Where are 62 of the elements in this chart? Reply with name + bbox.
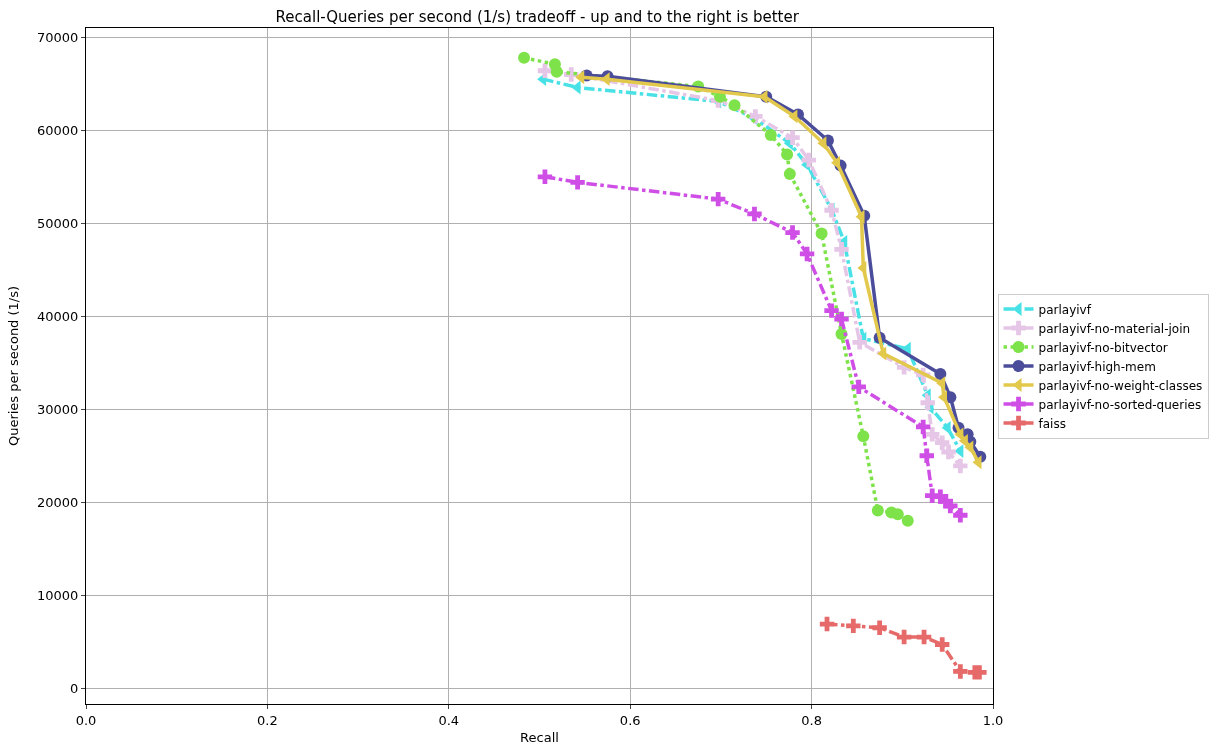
legend-label: parlayivf-no-material-join	[1038, 321, 1191, 336]
x-tick-label: 0.4	[438, 712, 460, 728]
point	[834, 242, 849, 257]
point	[953, 508, 968, 523]
point	[815, 227, 828, 240]
point	[920, 395, 935, 410]
point	[857, 430, 870, 443]
point	[801, 152, 817, 168]
y-tick-label: 60000	[37, 122, 79, 138]
x-tick-label: 0.0	[75, 712, 97, 728]
legend-label: parlayivf	[1038, 302, 1092, 317]
y-tick-label: 50000	[37, 215, 79, 231]
chart-title: Recall-Queries per second (1/s) tradeoff - up and to the right is better	[275, 7, 800, 26]
point	[747, 206, 762, 222]
point	[953, 458, 968, 474]
point	[941, 444, 956, 460]
y-tick-label: 40000	[37, 308, 79, 324]
legend-label: parlayivf-no-bitvector	[1038, 340, 1168, 355]
point	[871, 504, 884, 517]
x-tick-label: 1.0	[982, 712, 1004, 728]
point	[943, 498, 958, 514]
x-tick-label: 0.2	[257, 712, 278, 728]
legend-label: parlayivf-high-mem	[1038, 359, 1156, 374]
x-tick-label: 0.6	[619, 712, 641, 728]
y-tick-label: 0	[70, 680, 79, 696]
point	[785, 225, 800, 240]
point	[972, 665, 987, 680]
legend-label: parlayivf-no-weight-classes	[1038, 378, 1203, 393]
x-tick-label: 0.8	[801, 712, 822, 728]
x-axis-title: Recall	[520, 730, 559, 746]
point	[824, 203, 839, 218]
y-axis-title: Queries per second (1/s)	[5, 285, 21, 447]
legend-label: parlayivf-no-sorted-queries	[1038, 397, 1202, 412]
point	[728, 99, 741, 112]
y-tick-label: 70000	[37, 29, 79, 45]
point	[518, 51, 531, 64]
point	[824, 303, 839, 318]
point	[710, 191, 726, 207]
point	[896, 629, 912, 645]
point	[953, 664, 968, 679]
y-tick-label: 10000	[37, 587, 79, 603]
point	[781, 148, 794, 161]
point	[935, 435, 950, 450]
y-tick-label: 20000	[37, 494, 79, 510]
point	[915, 419, 931, 435]
point	[851, 379, 866, 395]
point	[783, 167, 796, 180]
point	[935, 637, 950, 652]
point	[925, 427, 940, 442]
point	[785, 130, 800, 145]
point	[901, 514, 914, 527]
point	[919, 448, 934, 463]
point	[834, 311, 849, 327]
legend-label: faiss	[1038, 416, 1066, 431]
point	[846, 618, 861, 634]
point	[872, 620, 887, 635]
point	[764, 128, 777, 141]
point	[852, 335, 867, 350]
point	[934, 367, 947, 380]
point	[537, 169, 553, 184]
y-tick-label: 30000	[37, 401, 79, 417]
point	[570, 175, 585, 190]
